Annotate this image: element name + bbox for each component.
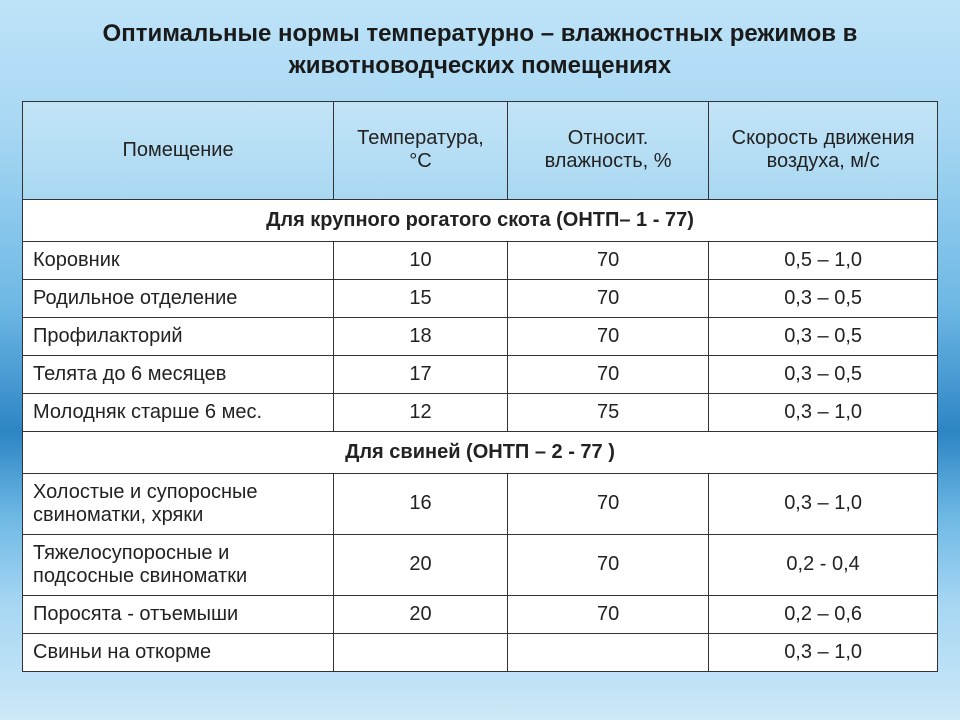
- row-label: Холостые и супоросные свиноматки, хряки: [23, 473, 334, 534]
- row-temp: 12: [334, 393, 508, 431]
- row-temp: 20: [334, 534, 508, 595]
- row-vel: 0,3 – 1,0: [709, 393, 938, 431]
- norms-table: Помещение Температура, °С Относит. влажн…: [22, 101, 938, 672]
- table-row: Телята до 6 месяцев 17 70 0,3 – 0,5: [23, 355, 938, 393]
- table-row: Коровник 10 70 0,5 – 1,0: [23, 241, 938, 279]
- row-hum: 70: [507, 241, 708, 279]
- row-vel: 0,2 - 0,4: [709, 534, 938, 595]
- table-row: Холостые и супоросные свиноматки, хряки …: [23, 473, 938, 534]
- row-temp: 20: [334, 595, 508, 633]
- row-label: Коровник: [23, 241, 334, 279]
- col-room: Помещение: [23, 101, 334, 199]
- row-vel: 0,3 – 1,0: [709, 473, 938, 534]
- row-vel: 0,2 – 0,6: [709, 595, 938, 633]
- row-label: Тяжелосупоросные и подсосные свиноматки: [23, 534, 334, 595]
- table-row: Молодняк старше 6 мес. 12 75 0,3 – 1,0: [23, 393, 938, 431]
- col-velocity: Скорость движения воздуха, м/с: [709, 101, 938, 199]
- row-label: Поросята - отъемыши: [23, 595, 334, 633]
- table-row: Профилакторий 18 70 0,3 – 0,5: [23, 317, 938, 355]
- row-hum: 70: [507, 595, 708, 633]
- row-label: Профилакторий: [23, 317, 334, 355]
- row-hum: 70: [507, 317, 708, 355]
- table-row: Поросята - отъемыши 20 70 0,2 – 0,6: [23, 595, 938, 633]
- row-vel: 0,3 – 0,5: [709, 355, 938, 393]
- row-hum: 70: [507, 355, 708, 393]
- table-header: Помещение Температура, °С Относит. влажн…: [23, 101, 938, 199]
- row-temp: [334, 633, 508, 671]
- row-hum: 70: [507, 473, 708, 534]
- row-temp: 17: [334, 355, 508, 393]
- section-heading: Для свиней (ОНТП – 2 - 77 ): [23, 431, 938, 473]
- row-temp: 10: [334, 241, 508, 279]
- col-humidity: Относит. влажность, %: [507, 101, 708, 199]
- row-hum: 70: [507, 279, 708, 317]
- row-hum: [507, 633, 708, 671]
- row-temp: 16: [334, 473, 508, 534]
- row-label: Родильное отделение: [23, 279, 334, 317]
- slide: Оптимальные нормы температурно – влажнос…: [0, 0, 960, 720]
- page-title: Оптимальные нормы температурно – влажнос…: [52, 18, 908, 83]
- row-label: Телята до 6 месяцев: [23, 355, 334, 393]
- section-heading-text: Для свиней (ОНТП – 2 - 77 ): [23, 431, 938, 473]
- table-body: Для крупного рогатого скота (ОНТП– 1 - 7…: [23, 199, 938, 671]
- table-row: Свиньи на откорме 0,3 – 1,0: [23, 633, 938, 671]
- row-hum: 70: [507, 534, 708, 595]
- table-row: Тяжелосупоросные и подсосные свиноматки …: [23, 534, 938, 595]
- row-temp: 15: [334, 279, 508, 317]
- row-vel: 0,3 – 1,0: [709, 633, 938, 671]
- row-temp: 18: [334, 317, 508, 355]
- row-vel: 0,5 – 1,0: [709, 241, 938, 279]
- section-heading: Для крупного рогатого скота (ОНТП– 1 - 7…: [23, 199, 938, 241]
- row-vel: 0,3 – 0,5: [709, 317, 938, 355]
- row-hum: 75: [507, 393, 708, 431]
- table-row: Родильное отделение 15 70 0,3 – 0,5: [23, 279, 938, 317]
- section-heading-text: Для крупного рогатого скота (ОНТП– 1 - 7…: [23, 199, 938, 241]
- row-vel: 0,3 – 0,5: [709, 279, 938, 317]
- row-label: Свиньи на откорме: [23, 633, 334, 671]
- row-label: Молодняк старше 6 мес.: [23, 393, 334, 431]
- col-temp: Температура, °С: [334, 101, 508, 199]
